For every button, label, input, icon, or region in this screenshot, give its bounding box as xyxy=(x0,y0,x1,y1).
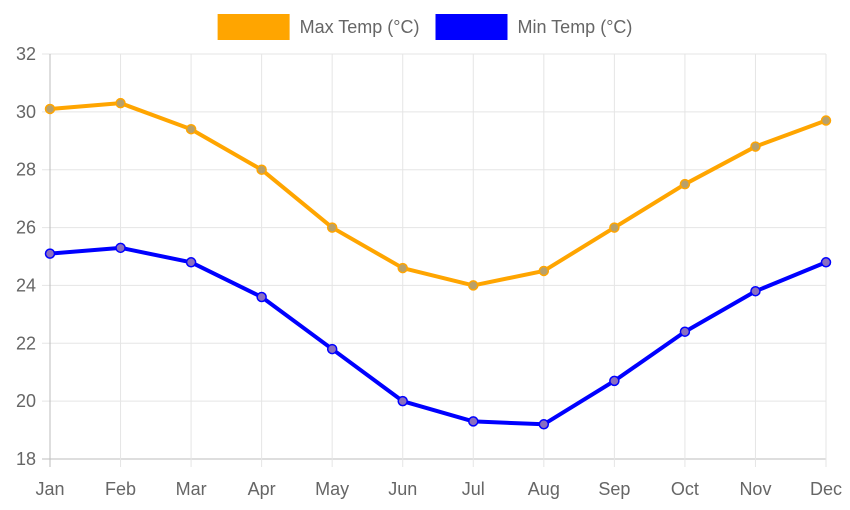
legend-swatch xyxy=(217,14,290,40)
series-line-0 xyxy=(48,101,828,288)
y-tick-label: 32 xyxy=(16,44,36,64)
legend-item-0[interactable]: Max Temp (°C) xyxy=(217,14,420,40)
x-tick-label: Apr xyxy=(248,479,276,499)
data-point[interactable] xyxy=(44,103,56,115)
x-tick-label: Jun xyxy=(388,479,417,499)
y-tick-label: 20 xyxy=(16,391,36,411)
data-point[interactable] xyxy=(750,141,761,152)
data-point[interactable] xyxy=(397,395,408,407)
data-point[interactable] xyxy=(820,115,832,126)
data-point[interactable] xyxy=(538,265,550,277)
y-tick-label: 18 xyxy=(16,449,36,469)
y-tick-label: 22 xyxy=(16,333,36,353)
data-point[interactable] xyxy=(185,123,197,135)
x-tick-label: Dec xyxy=(810,479,842,499)
data-point[interactable] xyxy=(750,285,761,297)
legend-swatch xyxy=(435,14,508,40)
data-point[interactable] xyxy=(326,343,338,355)
data-point[interactable] xyxy=(679,178,691,190)
data-point[interactable] xyxy=(185,257,197,268)
y-tick-label: 26 xyxy=(16,218,36,238)
axes: 18 20 22 24 26 28 30 32 Jan Feb Mar Apr May Jun Jul Aug… xyxy=(16,44,842,499)
data-point[interactable] xyxy=(326,222,338,233)
x-tick-label: Oct xyxy=(671,479,699,499)
legend[interactable]: Max Temp (°C) Min Temp (°C) xyxy=(217,14,633,40)
x-tick-label: Nov xyxy=(739,479,771,499)
legend-item-1[interactable]: Min Temp (°C) xyxy=(435,14,633,40)
data-point[interactable] xyxy=(256,164,267,175)
series xyxy=(44,97,832,430)
x-tick-label: Sep xyxy=(598,479,630,499)
x-tick-label: Aug xyxy=(528,479,560,499)
data-point[interactable] xyxy=(679,326,691,337)
legend-label: Min Temp (°C) xyxy=(518,17,633,37)
x-tick-label: Jul xyxy=(462,479,485,499)
data-point[interactable] xyxy=(468,416,479,427)
data-point[interactable] xyxy=(468,280,479,291)
data-point[interactable] xyxy=(44,248,56,259)
data-point[interactable] xyxy=(609,375,620,387)
data-point[interactable] xyxy=(256,291,267,303)
data-point[interactable] xyxy=(538,419,550,430)
x-tick-label: Mar xyxy=(176,479,207,499)
y-tick-label: 30 xyxy=(16,102,36,122)
x-tick-label: Jan xyxy=(35,479,64,499)
data-point[interactable] xyxy=(609,222,620,233)
series-line-1 xyxy=(48,245,828,427)
x-tick-label: May xyxy=(315,479,349,499)
y-tick-label: 28 xyxy=(16,160,36,180)
data-point[interactable] xyxy=(397,262,408,274)
x-tick-label: Feb xyxy=(105,479,136,499)
data-point[interactable] xyxy=(820,257,832,268)
data-point[interactable] xyxy=(115,242,126,254)
y-tick-label: 24 xyxy=(16,275,36,295)
legend-label: Max Temp (°C) xyxy=(300,17,420,37)
data-point[interactable] xyxy=(115,97,126,109)
